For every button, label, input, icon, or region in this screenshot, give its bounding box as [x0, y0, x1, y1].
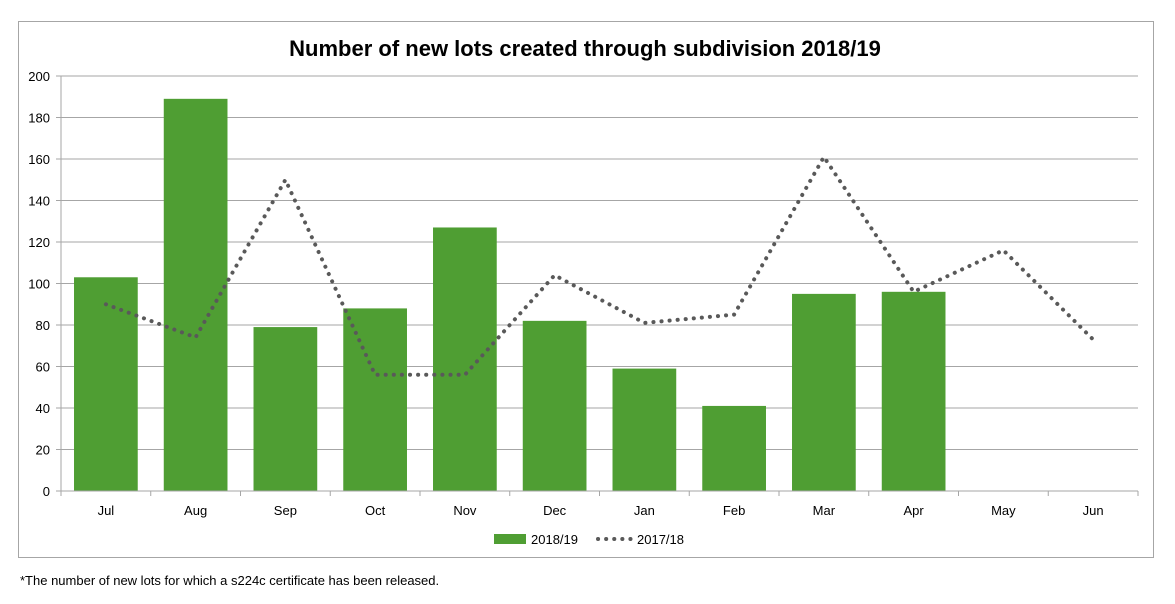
y-tick-label: 100: [28, 277, 50, 292]
y-tick-label: 120: [28, 235, 50, 250]
bar-sep: [253, 327, 318, 491]
y-tick-label: 20: [36, 443, 50, 458]
y-tick-label: 80: [36, 318, 50, 333]
bar-mar: [792, 293, 856, 491]
x-tick-label: Apr: [904, 503, 925, 518]
bar-jan: [612, 368, 677, 491]
y-tick-label: 140: [28, 194, 50, 209]
bar-jul: [74, 277, 138, 491]
x-tick-label: Jan: [634, 503, 655, 518]
bar-series: [74, 98, 946, 491]
bar-apr: [881, 291, 946, 491]
x-tick-label: Jul: [98, 503, 115, 518]
chart-title: Number of new lots created through subdi…: [289, 36, 881, 61]
y-tick-label: 180: [28, 111, 50, 126]
x-tick-label: Mar: [813, 503, 836, 518]
x-tick-label: Feb: [723, 503, 745, 518]
bar-aug: [163, 98, 228, 491]
x-tick-label: Aug: [184, 503, 207, 518]
x-tick-label: May: [991, 503, 1016, 518]
x-tick-label: Jun: [1083, 503, 1104, 518]
y-tick-label: 40: [36, 401, 50, 416]
legend-label-2018-19: 2018/19: [531, 532, 578, 547]
y-tick-label: 60: [36, 360, 50, 375]
footnote: *The number of new lots for which a s224…: [20, 573, 440, 588]
legend: 2018/19 2017/18: [494, 532, 684, 547]
legend-label-2017-18: 2017/18: [637, 532, 684, 547]
x-tick-label: Oct: [365, 503, 386, 518]
axes: 0 20 40 60 80 100 120 140 160 180 200 Jul Aug Sep Oct N…: [28, 69, 1139, 518]
legend-swatch-2018-19: [494, 534, 526, 544]
bar-nov: [433, 227, 497, 491]
bar-dec: [522, 320, 587, 491]
x-tick-label: Nov: [453, 503, 477, 518]
bar-oct: [343, 308, 407, 491]
x-tick-label: Dec: [543, 503, 567, 518]
bar-feb: [702, 405, 766, 491]
y-tick-label: 200: [28, 69, 50, 84]
y-tick-label: 160: [28, 152, 50, 167]
x-tick-label: Sep: [274, 503, 297, 518]
y-tick-label: 0: [43, 484, 50, 499]
